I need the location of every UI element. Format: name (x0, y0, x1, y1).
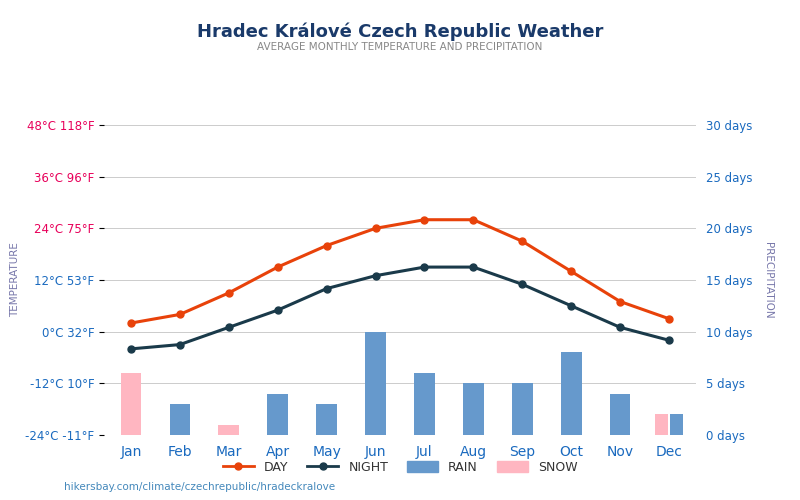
Bar (512, 384, 533, 435)
Bar (561, 352, 582, 435)
Bar (121, 373, 141, 435)
Text: AVERAGE MONTHLY TEMPERATURE AND PRECIPITATION: AVERAGE MONTHLY TEMPERATURE AND PRECIPIT… (258, 42, 542, 52)
Bar (267, 394, 288, 435)
Y-axis label: TEMPERATURE: TEMPERATURE (10, 242, 19, 318)
Y-axis label: PRECIPITATION: PRECIPITATION (763, 242, 774, 318)
Bar (170, 404, 190, 435)
Bar (414, 373, 434, 435)
Bar (218, 424, 239, 435)
Legend: DAY, NIGHT, RAIN, SNOW: DAY, NIGHT, RAIN, SNOW (218, 456, 582, 479)
Text: hikersbay.com/climate/czechrepublic/hradeckralove: hikersbay.com/climate/czechrepublic/hrad… (64, 482, 335, 492)
Bar (366, 332, 386, 435)
Text: Hradec Králové Czech Republic Weather: Hradec Králové Czech Republic Weather (197, 22, 603, 41)
Bar (316, 404, 337, 435)
Bar (463, 384, 484, 435)
Bar (654, 414, 669, 435)
Bar (610, 394, 630, 435)
Bar (670, 414, 683, 435)
